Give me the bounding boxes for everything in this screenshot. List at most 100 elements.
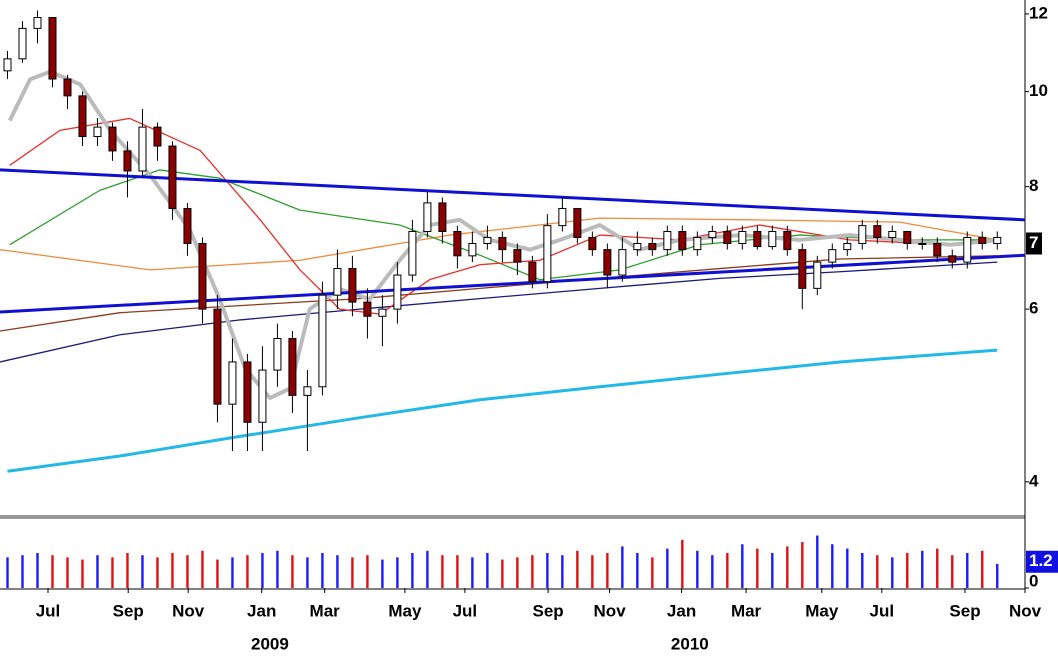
candle-body bbox=[168, 145, 177, 209]
x-tick-label: Nov bbox=[172, 601, 205, 620]
candle-body bbox=[213, 308, 222, 405]
candle-body bbox=[363, 301, 372, 317]
trendline bbox=[0, 253, 1026, 314]
volume-bar bbox=[21, 555, 24, 588]
volume-bar bbox=[456, 555, 459, 588]
x-tick-label: Sep bbox=[113, 601, 144, 620]
candle-body bbox=[483, 236, 492, 244]
volume-bar bbox=[6, 557, 9, 588]
candle-body bbox=[453, 230, 462, 257]
volume-bar bbox=[501, 559, 504, 588]
candle-body bbox=[3, 58, 12, 72]
volume-bar bbox=[381, 559, 384, 588]
volume-bar bbox=[906, 553, 909, 588]
candle-body bbox=[798, 249, 807, 289]
candle-body bbox=[783, 230, 792, 251]
candle-body bbox=[33, 17, 42, 29]
x-tick-label: Jan bbox=[247, 601, 276, 620]
candle-body bbox=[183, 207, 192, 244]
moving-average-line bbox=[9, 117, 1000, 315]
candle-body bbox=[333, 268, 342, 296]
x-tick-label: Jan bbox=[667, 601, 696, 620]
candle-body bbox=[813, 261, 822, 289]
volume-bar bbox=[696, 550, 699, 588]
moving-average-line bbox=[0, 261, 998, 363]
candle-body bbox=[873, 225, 882, 238]
volume-tick-box bbox=[1026, 550, 1058, 573]
candle-body bbox=[858, 225, 867, 244]
volume-bar bbox=[681, 539, 684, 588]
x-year-label: 2010 bbox=[671, 634, 709, 653]
candle-body bbox=[288, 338, 297, 396]
volume-bar bbox=[336, 555, 339, 588]
volume-bar bbox=[831, 544, 834, 588]
volume-bar bbox=[546, 553, 549, 588]
moving-average-line bbox=[0, 255, 998, 332]
candle-body bbox=[393, 274, 402, 310]
volume-bar bbox=[666, 548, 669, 588]
candle-body bbox=[273, 338, 282, 371]
candle-body bbox=[543, 225, 552, 283]
volume-bar bbox=[726, 553, 729, 588]
candle-body bbox=[603, 249, 612, 276]
volume-bar bbox=[306, 557, 309, 588]
volume-bar bbox=[471, 557, 474, 588]
y-tick-label: 8 bbox=[1029, 176, 1038, 195]
candle-body bbox=[438, 202, 447, 232]
last-price-label: 7 bbox=[1029, 233, 1038, 252]
volume-bar bbox=[741, 544, 744, 588]
volume-bar bbox=[966, 553, 969, 588]
candle-body bbox=[618, 249, 627, 276]
candle-body bbox=[933, 242, 942, 257]
candle-body bbox=[768, 230, 777, 248]
candle-body bbox=[918, 242, 927, 245]
volume-bar bbox=[261, 553, 264, 588]
candle-body bbox=[978, 236, 987, 244]
volume-bar bbox=[486, 553, 489, 588]
x-tick-label: Jul bbox=[36, 601, 61, 620]
x-tick-label: Jul bbox=[453, 601, 478, 620]
candle-body bbox=[78, 95, 87, 137]
y-tick-label: 4 bbox=[1029, 471, 1039, 490]
candle-body bbox=[708, 230, 717, 238]
candle-body bbox=[633, 242, 642, 251]
candle-body bbox=[48, 17, 57, 80]
y-tick-label: 12 bbox=[1029, 3, 1048, 22]
candle-body bbox=[948, 255, 957, 263]
volume-bar bbox=[171, 553, 174, 588]
last-price-box bbox=[1026, 232, 1042, 255]
y-tick-label: 10 bbox=[1029, 81, 1048, 100]
volume-bar bbox=[756, 548, 759, 588]
candle-body bbox=[753, 230, 762, 248]
volume-bar bbox=[816, 535, 819, 588]
volume-bar bbox=[66, 557, 69, 588]
candle-body bbox=[663, 230, 672, 251]
candle-body bbox=[468, 242, 477, 257]
x-tick-label: Mar bbox=[731, 601, 762, 620]
candle-body bbox=[828, 249, 837, 263]
volume-bar bbox=[801, 542, 804, 588]
volume-bar bbox=[426, 550, 429, 588]
volume-bar bbox=[531, 555, 534, 588]
candle-body bbox=[108, 126, 117, 152]
x-tick-label: May bbox=[805, 601, 839, 620]
candle-body bbox=[993, 236, 1002, 244]
volume-bar bbox=[411, 553, 414, 588]
volume-bar bbox=[156, 557, 159, 588]
volume-bar bbox=[231, 557, 234, 588]
volume-bar bbox=[111, 557, 114, 588]
candle-body bbox=[378, 308, 387, 317]
candle-body bbox=[573, 207, 582, 238]
volume-bar bbox=[651, 557, 654, 588]
candle-body bbox=[528, 261, 537, 283]
volume-bar bbox=[981, 550, 984, 588]
volume-bar bbox=[636, 553, 639, 588]
volume-bar bbox=[216, 559, 219, 588]
moving-average-line bbox=[7, 348, 998, 473]
volume-bar bbox=[891, 557, 894, 588]
volume-bar bbox=[846, 548, 849, 588]
candle-body bbox=[963, 236, 972, 263]
volume-bar bbox=[861, 553, 864, 588]
x-tick-label: Jul bbox=[870, 601, 895, 620]
